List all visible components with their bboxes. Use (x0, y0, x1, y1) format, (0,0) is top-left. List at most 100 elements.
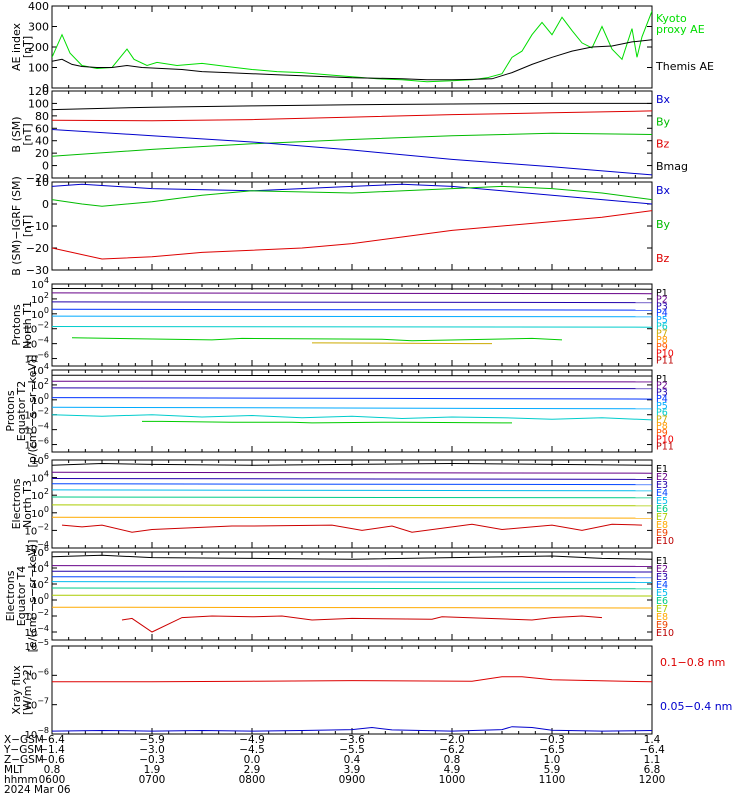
y-tick-label: 10−2 (24, 608, 49, 623)
y-tick-label: 104 (31, 362, 49, 377)
legend-entry: Bx (656, 93, 671, 106)
y-tick-label: 100 (31, 392, 49, 407)
y-axis-label: B (SM) (10, 116, 23, 152)
y-tick-label: 10−2 (24, 407, 49, 422)
y-tick-label: −10 (26, 220, 49, 233)
legend-entry: Bz (656, 138, 670, 151)
y-tick-label: 102 (31, 291, 49, 306)
legend-entry: Bz (656, 252, 670, 265)
series-p4 (52, 397, 652, 400)
series-bmag (52, 102, 652, 111)
ephemeris-row-label: MLT (4, 764, 24, 776)
y-axis-label: Electrons (10, 478, 23, 529)
legend-entry: E10 (656, 536, 674, 547)
y-axis-label: North T1 (21, 301, 34, 349)
y-tick-label: 10−4 (24, 422, 49, 437)
series-p3 (52, 387, 652, 390)
y-tick-label: 106 (31, 544, 49, 559)
ephemeris-value: −4.5 (239, 744, 265, 756)
y-tick-label: 100 (31, 306, 49, 321)
y-tick-label: 100 (31, 592, 49, 607)
panel-frame (51, 369, 653, 453)
series-p1 (52, 288, 652, 290)
legend-entry: P3 (656, 387, 668, 398)
ephemeris-value: −0.6 (39, 754, 65, 766)
y-axis-label: Equator T4 (15, 566, 28, 626)
series-p4 (52, 308, 652, 311)
legend-entry: P11 (656, 441, 674, 452)
series-bx (52, 183, 652, 205)
legend-entry: E9 (656, 620, 668, 631)
y-tick-label: 100 (31, 505, 49, 520)
legend-entry: E9 (656, 528, 668, 539)
ephemeris-value: 0.4 (344, 754, 361, 766)
legend-entry: E3 (656, 480, 668, 491)
y-tick-label: 40 (35, 135, 49, 148)
legend-entry: P10 (656, 435, 674, 446)
series-by (52, 132, 652, 157)
panel-frame (51, 283, 653, 367)
ephemeris-value: 0600 (39, 774, 66, 786)
ephemeris-value: 0.8 (44, 764, 61, 776)
y-tick-label: 100 (28, 62, 49, 75)
series-e6 (52, 587, 652, 590)
legend-entry: By (656, 218, 671, 231)
series-p8 (312, 342, 492, 345)
y-tick-label: 10−4 (24, 624, 49, 639)
series-p2 (52, 380, 652, 383)
ephemeris-value: 0800 (239, 774, 266, 786)
ephemeris-date: 2024 Mar 06 (4, 784, 71, 796)
series-bz (52, 110, 652, 122)
ephemeris-value: −0.3 (539, 734, 565, 746)
y-tick-label: 300 (28, 21, 49, 34)
ephemeris-value: 1.4 (644, 734, 661, 746)
legend-entry: E7 (656, 604, 668, 615)
series-e2 (52, 471, 652, 474)
ephemeris-value: −0.3 (139, 754, 165, 766)
ephemeris-value: −1.4 (39, 744, 65, 756)
y-axis-label: North T3 (21, 480, 34, 528)
legend-entry: P4 (656, 394, 668, 405)
ephemeris-value: −5.9 (139, 734, 165, 746)
ephemeris-value: 3.9 (344, 764, 361, 776)
legend-entry: E6 (656, 504, 668, 515)
y-tick-label: 102 (31, 487, 49, 502)
legend-entry: E8 (656, 612, 668, 623)
y-tick-label: 10−4 (24, 540, 49, 555)
ephemeris-value: 6.8 (644, 764, 661, 776)
ephemeris-value: −3.6 (339, 734, 365, 746)
series-e7 (52, 594, 652, 597)
series-e7 (52, 504, 652, 507)
legend-entry: Bx (656, 184, 671, 197)
legend-entry: P7 (656, 328, 668, 339)
ephemeris-value: 0700 (139, 774, 166, 786)
y-axis-label: Equator T2 (15, 381, 28, 441)
y-axis-label: [nT] (21, 36, 34, 58)
series-e9 (61, 523, 643, 533)
y-axis-label: [nT] (21, 123, 34, 145)
legend-entry: 0.1−0.8 nm (660, 656, 725, 669)
ephemeris-value: 5.9 (544, 764, 561, 776)
series-p5 (52, 406, 652, 410)
legend-entry: E5 (656, 496, 668, 507)
panel-frame (51, 90, 653, 179)
legend-entry: 0.05−0.4 nm (660, 700, 732, 713)
legend-entry: P2 (656, 295, 668, 306)
legend-entry: P1 (656, 374, 668, 385)
y-axis-label: Protons (4, 390, 17, 431)
series-e8 (52, 606, 652, 609)
legend-entry: P2 (656, 381, 668, 392)
y-tick-label: 104 (31, 470, 49, 485)
y-tick-label: 104 (31, 560, 49, 575)
ephemeris-value: −6.2 (439, 744, 465, 756)
series-p6 (52, 414, 652, 421)
ephemeris-value: 1.9 (144, 764, 161, 776)
series-p7 (71, 337, 563, 342)
y-tick-label: 200 (28, 41, 49, 54)
y-tick-label: 0 (42, 198, 49, 211)
ephemeris-value: 1000 (439, 774, 466, 786)
